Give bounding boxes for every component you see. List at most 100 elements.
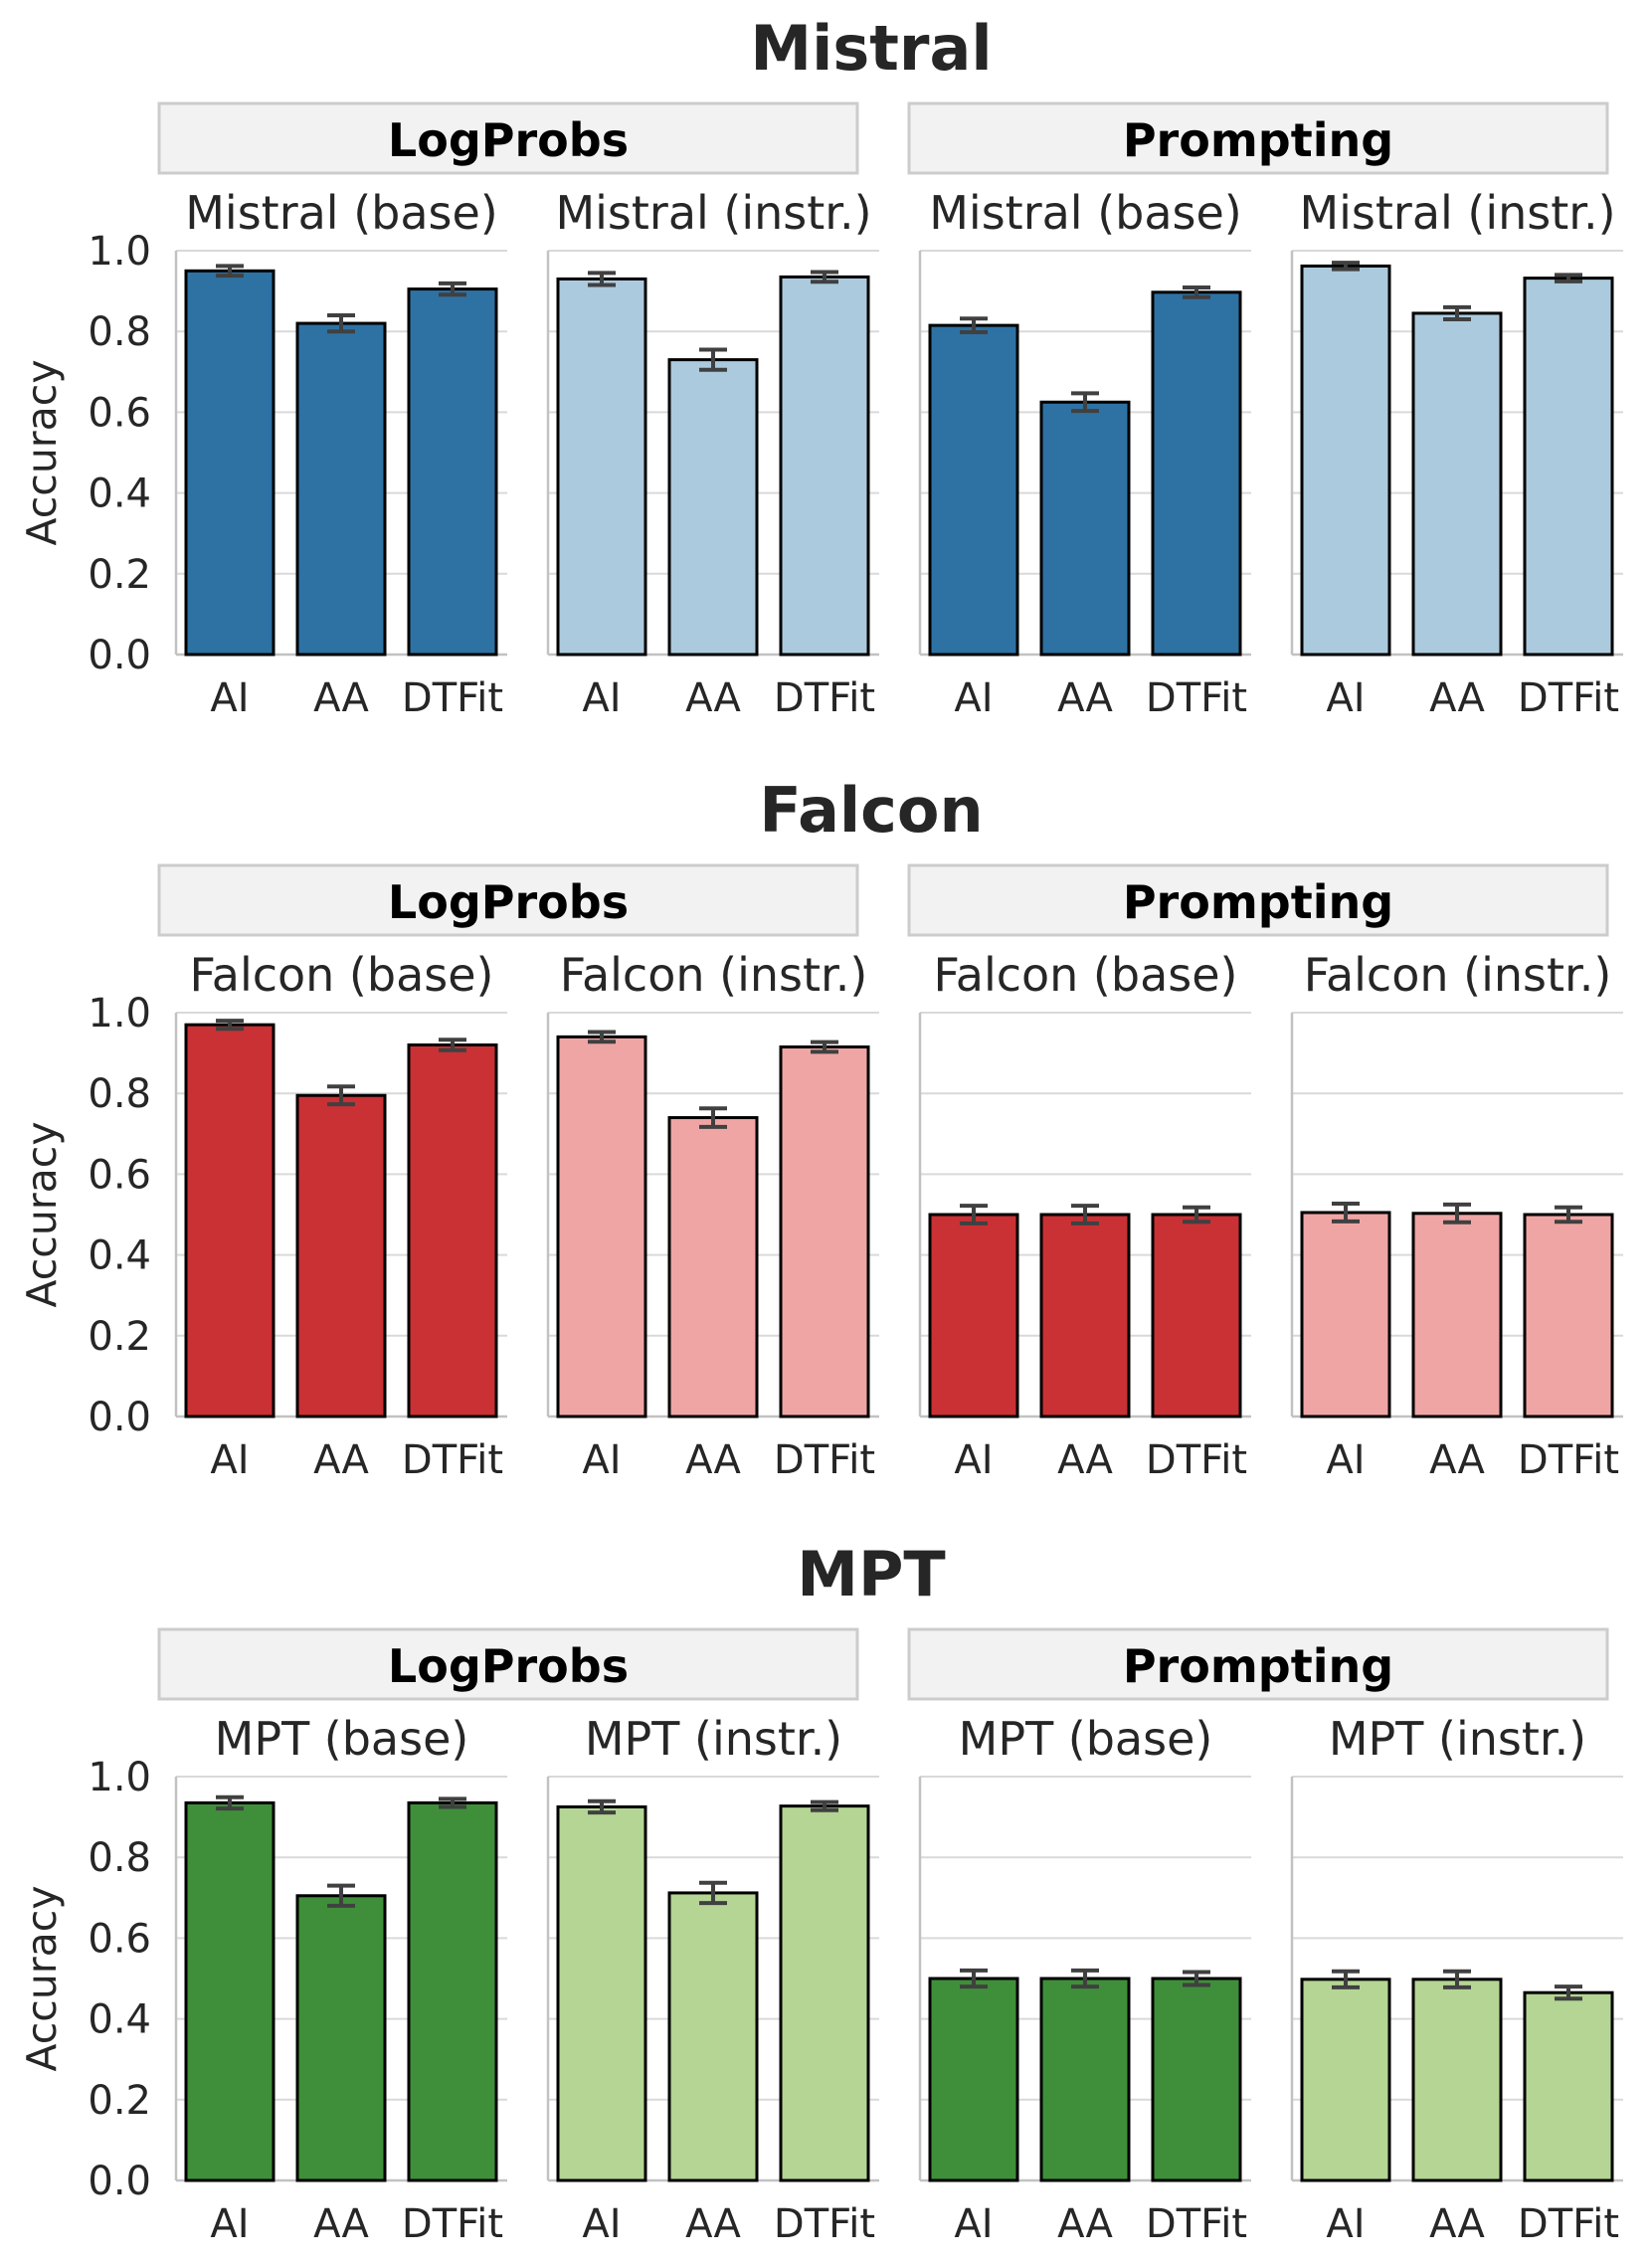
bar-dtfit	[779, 1804, 870, 2182]
y-tick-label: 0.2	[88, 2078, 151, 2124]
bar-dtfit	[1523, 277, 1614, 657]
model-title-mpt: MPT	[797, 1538, 945, 1610]
group-label-prompting: Prompting	[1123, 875, 1393, 929]
y-tick-label: 0.8	[88, 309, 151, 355]
bar-aa	[1039, 1213, 1131, 1418]
bar-dtfit	[1151, 1213, 1242, 1418]
y-tick-label: 0.2	[88, 552, 151, 598]
group-header-logprobs	[157, 863, 859, 937]
y-tick-label: 0.6	[88, 1152, 151, 1198]
bar-aa	[1411, 1978, 1503, 2182]
group-label-prompting: Prompting	[1123, 1639, 1393, 1693]
x-tick-label: AI	[582, 1437, 621, 1483]
bar-dtfit	[407, 1800, 498, 2182]
x-tick-label: DTFit	[774, 1437, 875, 1483]
subplot-title: Falcon (base)	[934, 948, 1238, 1002]
y-tick-label: 0.2	[88, 1314, 151, 1360]
subplot-title: Falcon (instr.)	[1304, 948, 1612, 1002]
x-tick-label: AI	[954, 675, 993, 721]
group-header-prompting	[907, 1627, 1609, 1701]
bar-aa	[667, 1116, 759, 1418]
bar-ai	[184, 1800, 275, 2182]
bar-ai	[1300, 264, 1391, 657]
x-tick-label: DTFit	[1518, 675, 1619, 721]
y-axis-label: Accuracy	[18, 359, 66, 545]
x-tick-label: DTFit	[402, 1437, 503, 1483]
bar-aa	[1039, 400, 1131, 657]
bar-dtfit	[1151, 290, 1242, 657]
x-tick-label: AI	[954, 2201, 993, 2247]
bar-aa	[1411, 311, 1503, 657]
bar-dtfit	[1151, 1977, 1242, 2182]
x-tick-label: AI	[210, 1437, 249, 1483]
bar-dtfit	[407, 287, 498, 657]
y-tick-label: 0.8	[88, 1835, 151, 1881]
bar-ai	[556, 1804, 647, 2182]
x-tick-label: AA	[1429, 1437, 1485, 1483]
y-tick-label: 0.4	[88, 1233, 151, 1279]
y-tick-label: 1.0	[88, 991, 151, 1037]
y-tick-label: 0.6	[88, 390, 151, 436]
subplot-title: Mistral (base)	[185, 186, 498, 240]
x-tick-label: AI	[210, 675, 249, 721]
subplot-title: MPT (instr.)	[1329, 1712, 1586, 1766]
x-tick-label: DTFit	[1518, 2201, 1619, 2247]
bar-dtfit	[779, 1045, 870, 1418]
y-axis-label: Accuracy	[18, 1121, 66, 1307]
y-tick-label: 0.0	[88, 633, 151, 678]
bar-dtfit	[1523, 1213, 1614, 1418]
bar-ai	[1300, 1978, 1391, 2182]
bar-aa	[667, 358, 759, 657]
bar-ai	[184, 1023, 275, 1418]
subplot-title: Falcon (base)	[190, 948, 494, 1002]
x-tick-label: DTFit	[774, 675, 875, 721]
bar-aa	[295, 321, 387, 657]
x-tick-label: AI	[582, 675, 621, 721]
x-tick-label: DTFit	[1146, 2201, 1247, 2247]
x-tick-label: AI	[1326, 2201, 1365, 2247]
bar-ai	[928, 1977, 1019, 2182]
x-tick-label: AA	[1057, 2201, 1113, 2247]
group-header-logprobs	[157, 1627, 859, 1701]
y-tick-label: 0.8	[88, 1071, 151, 1117]
x-tick-label: AI	[210, 2201, 249, 2247]
x-tick-label: DTFit	[1146, 675, 1247, 721]
x-tick-label: AA	[685, 1437, 741, 1483]
bar-ai	[928, 1213, 1019, 1418]
x-tick-label: AA	[685, 675, 741, 721]
bar-ai	[1300, 1211, 1391, 1418]
x-tick-label: AA	[685, 2201, 741, 2247]
group-label-prompting: Prompting	[1123, 113, 1393, 167]
group-header-logprobs	[157, 101, 859, 175]
bar-dtfit	[1523, 1990, 1614, 2182]
x-tick-label: AI	[1326, 1437, 1365, 1483]
subplot-title: MPT (base)	[959, 1712, 1213, 1766]
y-tick-label: 1.0	[88, 229, 151, 275]
model-title-falcon: Falcon	[759, 774, 983, 847]
subplot-title: Mistral (instr.)	[555, 186, 871, 240]
model-title-mistral: Mistral	[750, 12, 992, 85]
x-tick-label: AA	[1429, 675, 1485, 721]
x-tick-label: AA	[313, 1437, 369, 1483]
x-tick-label: AA	[313, 2201, 369, 2247]
y-tick-label: 1.0	[88, 1755, 151, 1800]
subplot-title: Mistral (instr.)	[1299, 186, 1615, 240]
bar-ai	[184, 269, 275, 657]
x-tick-label: AA	[313, 675, 369, 721]
bar-aa	[295, 1093, 387, 1418]
x-tick-label: DTFit	[1146, 1437, 1247, 1483]
subplot-title: Mistral (base)	[929, 186, 1242, 240]
x-tick-label: AI	[1326, 675, 1365, 721]
x-tick-label: AI	[582, 2201, 621, 2247]
bar-ai	[556, 277, 647, 657]
x-tick-label: AI	[954, 1437, 993, 1483]
group-header-prompting	[907, 101, 1609, 175]
y-tick-label: 0.0	[88, 2159, 151, 2204]
group-label-logprobs: LogProbs	[388, 1639, 629, 1693]
x-tick-label: DTFit	[402, 2201, 503, 2247]
bar-dtfit	[779, 275, 870, 657]
y-tick-label: 0.4	[88, 472, 151, 517]
x-tick-label: AA	[1429, 2201, 1485, 2247]
bar-aa	[667, 1891, 759, 2182]
